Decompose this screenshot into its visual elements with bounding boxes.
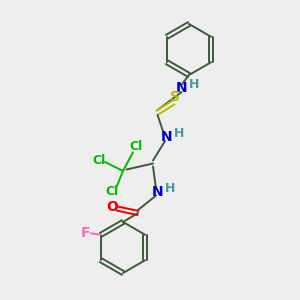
Text: S: S <box>170 90 180 104</box>
Text: H: H <box>174 127 184 140</box>
Text: N: N <box>161 130 172 144</box>
Text: N: N <box>152 185 163 199</box>
Text: H: H <box>165 182 175 195</box>
Text: H: H <box>189 78 199 92</box>
Text: Cl: Cl <box>106 185 119 198</box>
Text: Cl: Cl <box>130 140 143 154</box>
Text: O: O <box>106 200 119 214</box>
Text: F: F <box>81 226 90 240</box>
Text: N: N <box>176 82 187 95</box>
Text: Cl: Cl <box>92 154 106 167</box>
